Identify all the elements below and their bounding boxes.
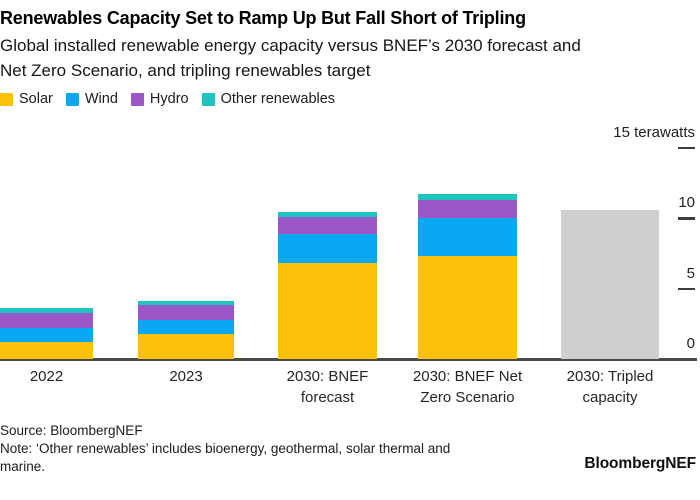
x-label-line: 2030: BNEF Net (412, 368, 523, 385)
bar-segment-2030-bnef-forecast-solar (278, 263, 377, 359)
bar-segment-2022-other-renewables (0, 308, 93, 314)
legend-label-hydro: Hydro (149, 91, 189, 107)
bar-segment-2022-wind (0, 328, 93, 343)
legend-label-wind: Wind (84, 91, 118, 107)
legend-item-other-renewables: Other renewables (201, 91, 336, 107)
bar-segment-2023-hydro (138, 305, 234, 321)
x-label-2030-bnef-forecast: 2030: BNEF forecast (238, 366, 418, 408)
bar-segment-2030-bnef-forecast-wind (278, 233, 377, 264)
x-label-2030-bnef-net-zero-scenario: 2030: BNEF Net Zero Scenario (378, 366, 558, 408)
bar-segment-2022-solar (0, 342, 93, 359)
legend-item-solar: Solar (0, 91, 53, 107)
bar-segment-2030-bnef-forecast-other-renewables (278, 212, 377, 217)
y-tick-label-5: 5 (686, 264, 695, 282)
legend-label-other-renewables: Other renewables (220, 91, 336, 107)
bar-segment-2023-wind (138, 320, 234, 334)
legend-label-solar: Solar (19, 91, 53, 107)
x-label-line: forecast (300, 389, 355, 406)
chart-title: Renewables Capacity Set to Ramp Up But F… (0, 8, 526, 28)
bar-segment-2030-bnef-net-zero-scenario-solar (418, 256, 517, 359)
footnote: Note: ‘Other renewables’ includes bioene… (0, 440, 450, 476)
bar-segment-2022-hydro (0, 313, 93, 328)
y-tick-label-0: 0 (686, 335, 695, 352)
chart-subtitle: Global installed renewable energy capaci… (0, 33, 581, 83)
footnote-line-1: Note: ‘Other renewables’ includes bioene… (0, 441, 451, 456)
legend-item-wind: Wind (65, 91, 118, 107)
legend-swatch-wind (65, 92, 79, 106)
y-tick-label-15: 15 terawatts (613, 123, 695, 141)
bar-segment-2030-tripled-capacity-tripled-capacity-target (561, 210, 659, 359)
footnote-line-2: marine. (0, 459, 46, 474)
legend-swatch-hydro (130, 92, 144, 106)
bar-segment-2023-solar (138, 333, 234, 359)
source-note: Source: BloombergNEF (0, 423, 143, 438)
y-tick-mark-5 (678, 287, 695, 290)
legend-item-hydro: Hydro (130, 91, 189, 107)
chart-subtitle-line-1: Global installed renewable energy capaci… (0, 36, 581, 55)
x-label-line: 2023 (169, 368, 203, 385)
bar-segment-2030-bnef-forecast-hydro (278, 216, 377, 234)
x-label-line: 2030: BNEF (286, 368, 369, 385)
bar-segment-2030-bnef-net-zero-scenario-wind (418, 218, 517, 257)
x-label-2030-tripled-capacity: 2030: Tripled capacity (520, 366, 700, 408)
x-label-line: Zero Scenario (420, 389, 515, 406)
legend: Solar Wind Hydro Other renewables (0, 91, 335, 107)
bar-segment-2030-bnef-net-zero-scenario-hydro (418, 199, 517, 218)
y-tick-mark-10 (678, 217, 695, 220)
legend-swatch-other-renewables (201, 92, 215, 106)
bar-segment-2023-other-renewables (138, 300, 234, 306)
legend-swatch-solar (0, 92, 13, 106)
bar-segment-2030-bnef-net-zero-scenario-other-renewables (418, 194, 517, 200)
y-tick-mark-15 (678, 146, 695, 149)
x-label-line: 2022 (29, 368, 64, 385)
x-label-2023: 2023 (96, 366, 276, 387)
x-label-2022: 2022 (0, 366, 137, 387)
x-axis-line (0, 358, 697, 361)
brand-logo: BloombergNEF (584, 455, 696, 472)
x-label-line: capacity (582, 389, 638, 406)
chart-subtitle-line-2: Net Zero Scenario, and tripling renewabl… (0, 61, 371, 80)
x-label-line: 2030: Tripled (566, 368, 654, 385)
y-tick-label-10: 10 (678, 194, 695, 211)
